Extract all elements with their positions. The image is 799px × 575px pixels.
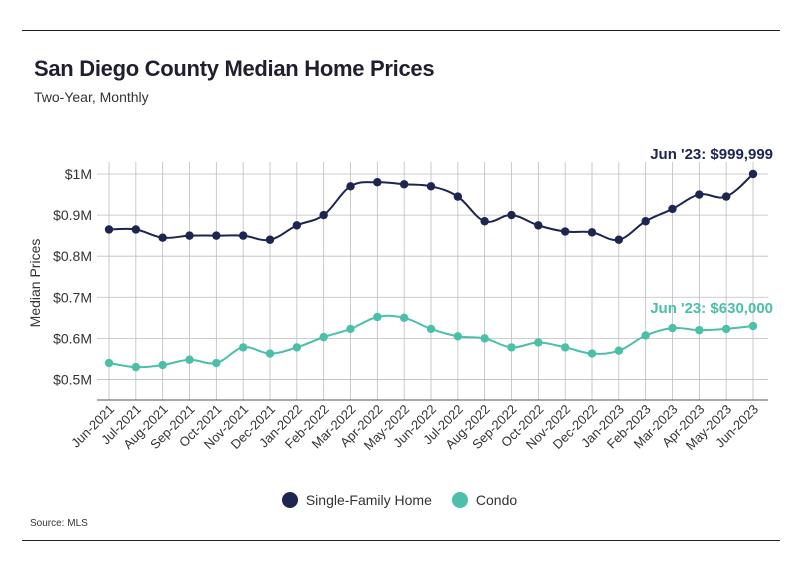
data-point-condo — [614, 346, 624, 355]
data-point-single-family — [507, 210, 516, 220]
data-point-single-family — [560, 227, 570, 236]
data-point-condo — [292, 343, 302, 352]
data-point-single-family — [721, 192, 731, 201]
data-point-condo — [212, 358, 221, 368]
data-point-condo — [695, 325, 704, 335]
data-point-single-family — [185, 231, 194, 240]
annotation-label: Jun '23: $999,999 — [650, 146, 773, 163]
data-point-condo — [373, 312, 382, 322]
data-point-single-family — [292, 221, 302, 230]
data-point-condo — [238, 343, 248, 352]
data-point-single-family — [453, 192, 463, 201]
chart-title: San Diego County Median Home Prices — [34, 56, 435, 81]
data-point-single-family — [614, 235, 624, 244]
data-point-single-family — [641, 217, 650, 226]
legend-label-condo: Condo — [475, 492, 518, 508]
data-point-single-family — [534, 221, 543, 230]
legend-label-single-family: Single-Family Home — [305, 492, 432, 508]
data-point-condo — [185, 355, 194, 364]
data-point-single-family — [668, 204, 677, 214]
y-tick-label: $0.6M — [53, 330, 92, 346]
data-point-condo — [426, 324, 436, 334]
data-point-single-family — [265, 235, 275, 244]
data-point-single-family — [587, 228, 597, 237]
data-point-condo — [453, 332, 463, 341]
data-point-condo — [748, 321, 758, 331]
data-point-single-family — [158, 233, 167, 242]
data-point-single-family — [238, 231, 248, 240]
chart-subtitle: Two-Year, Monthly — [34, 89, 149, 105]
y-tick-label: $0.5M — [53, 371, 92, 387]
data-point-single-family — [131, 225, 141, 234]
y-tick-label: $0.9M — [53, 207, 92, 223]
data-point-condo — [587, 349, 597, 358]
data-point-condo — [560, 343, 570, 352]
data-point-single-family — [748, 169, 758, 179]
y-axis-label: Median Prices — [27, 239, 43, 328]
data-point-condo — [158, 360, 167, 370]
legend-swatch-condo — [451, 492, 468, 508]
data-point-condo — [319, 332, 328, 342]
data-point-single-family — [104, 225, 114, 234]
y-tick-label: $0.7M — [53, 289, 92, 305]
data-point-single-family — [346, 182, 355, 191]
chart-legend: Single-Family Home Condo — [0, 492, 799, 508]
data-point-single-family — [480, 217, 489, 226]
data-point-condo — [507, 343, 516, 352]
data-point-single-family — [695, 190, 704, 199]
data-point-condo — [641, 331, 650, 340]
data-point-single-family — [212, 231, 221, 240]
data-point-condo — [346, 324, 355, 334]
data-point-condo — [721, 324, 731, 334]
data-point-condo — [480, 334, 489, 343]
data-point-condo — [534, 338, 543, 347]
data-point-condo — [668, 323, 677, 333]
top-rule — [22, 30, 780, 31]
legend-item-single-family: Single-Family Home — [281, 492, 432, 508]
data-point-single-family — [399, 180, 409, 189]
source-note: Source: MLS — [30, 518, 88, 529]
data-point-single-family — [373, 178, 382, 187]
data-point-single-family — [426, 182, 436, 191]
data-point-condo — [399, 313, 409, 323]
legend-swatch-single-family — [281, 492, 298, 508]
data-point-condo — [265, 349, 275, 358]
legend-item-condo: Condo — [451, 492, 518, 508]
annotation-label: Jun '23: $630,000 — [650, 300, 773, 317]
data-point-condo — [131, 362, 141, 372]
bottom-rule — [22, 540, 780, 541]
y-tick-label: $1M — [65, 166, 92, 182]
data-point-single-family — [319, 210, 328, 220]
y-tick-label: $0.8M — [53, 248, 92, 264]
data-point-condo — [104, 358, 114, 368]
